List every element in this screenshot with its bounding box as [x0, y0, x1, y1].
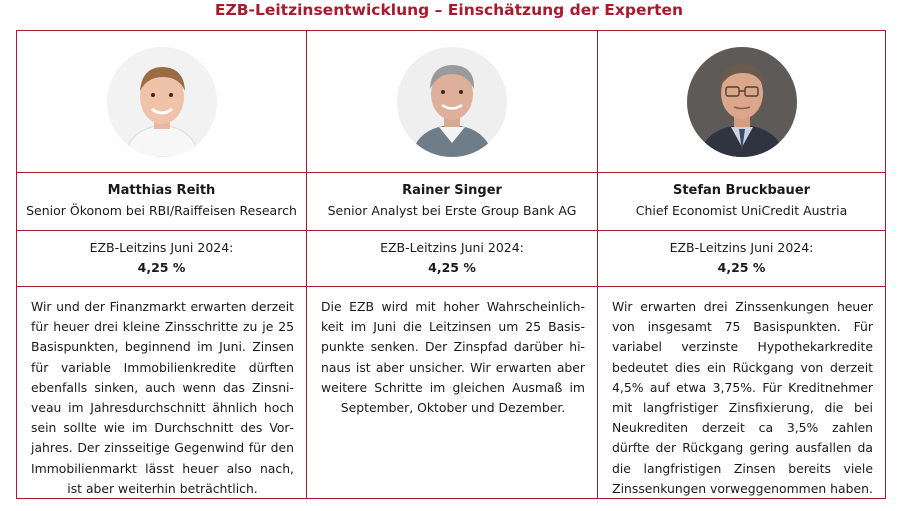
- expert-statement: Die EZB wird mit hoher Wahrscheinlich­ke…: [321, 299, 585, 416]
- page-title: EZB-Leitzinsentwicklung – Einschätzung d…: [214, 1, 684, 19]
- name-cell: Rainer Singer Senior Analyst bei Erste G…: [307, 173, 598, 231]
- expert-name: Matthias Reith: [107, 183, 216, 198]
- rate-label: EZB-Leitzins Juni 2024:: [669, 240, 814, 255]
- rate-value: 4,25 %: [717, 260, 766, 275]
- rate-value: 4,25 %: [428, 260, 476, 275]
- expert-role: Senior Ökonom bei RBI/Raiffeisen Researc…: [26, 203, 297, 218]
- avatar: [106, 46, 217, 157]
- rate-cell: EZB-Leitzins Juni 2024: 4,25 %: [17, 231, 307, 287]
- rate-cell: EZB-Leitzins Juni 2024: 4,25 %: [307, 231, 598, 287]
- statement-cell: Wir erwarten drei Zinssenkungen heuer vo…: [598, 287, 885, 499]
- statement-cell: Wir und der Finanzmarkt erwarten derzeit…: [17, 287, 307, 500]
- avatar: [397, 46, 507, 157]
- avatar: [686, 46, 797, 157]
- photo-cell: [17, 31, 307, 173]
- expert-statement: Wir erwarten drei Zinssenkungen heuer vo…: [612, 299, 873, 496]
- expert-role: Chief Economist UniCredit Austria: [635, 203, 848, 218]
- rate-cell: EZB-Leitzins Juni 2024: 4,25 %: [598, 231, 885, 287]
- name-cell: Matthias Reith Senior Ökonom bei RBI/Rai…: [17, 173, 307, 231]
- expert-name: Stefan Bruckbauer: [672, 183, 811, 198]
- photo-cell: [598, 31, 885, 173]
- expert-statement: Wir und der Finanzmarkt erwarten derzeit…: [31, 299, 294, 496]
- expert-name: Rainer Singer: [402, 183, 502, 198]
- name-cell: Stefan Bruckbauer Chief Economist UniCre…: [598, 173, 885, 231]
- rate-label: EZB-Leitzins Juni 2024:: [89, 240, 234, 255]
- rate-label: EZB-Leitzins Juni 2024:: [380, 240, 524, 255]
- rate-value: 4,25 %: [137, 260, 186, 275]
- statement-cell: Die EZB wird mit hoher Wahrscheinlich­ke…: [307, 287, 598, 500]
- photo-cell: [307, 31, 598, 173]
- expert-table: Matthias Reith Senior Ökonom bei RBI/Rai…: [16, 30, 886, 500]
- expert-role: Senior Analyst bei Erste Group Bank AG: [327, 203, 577, 218]
